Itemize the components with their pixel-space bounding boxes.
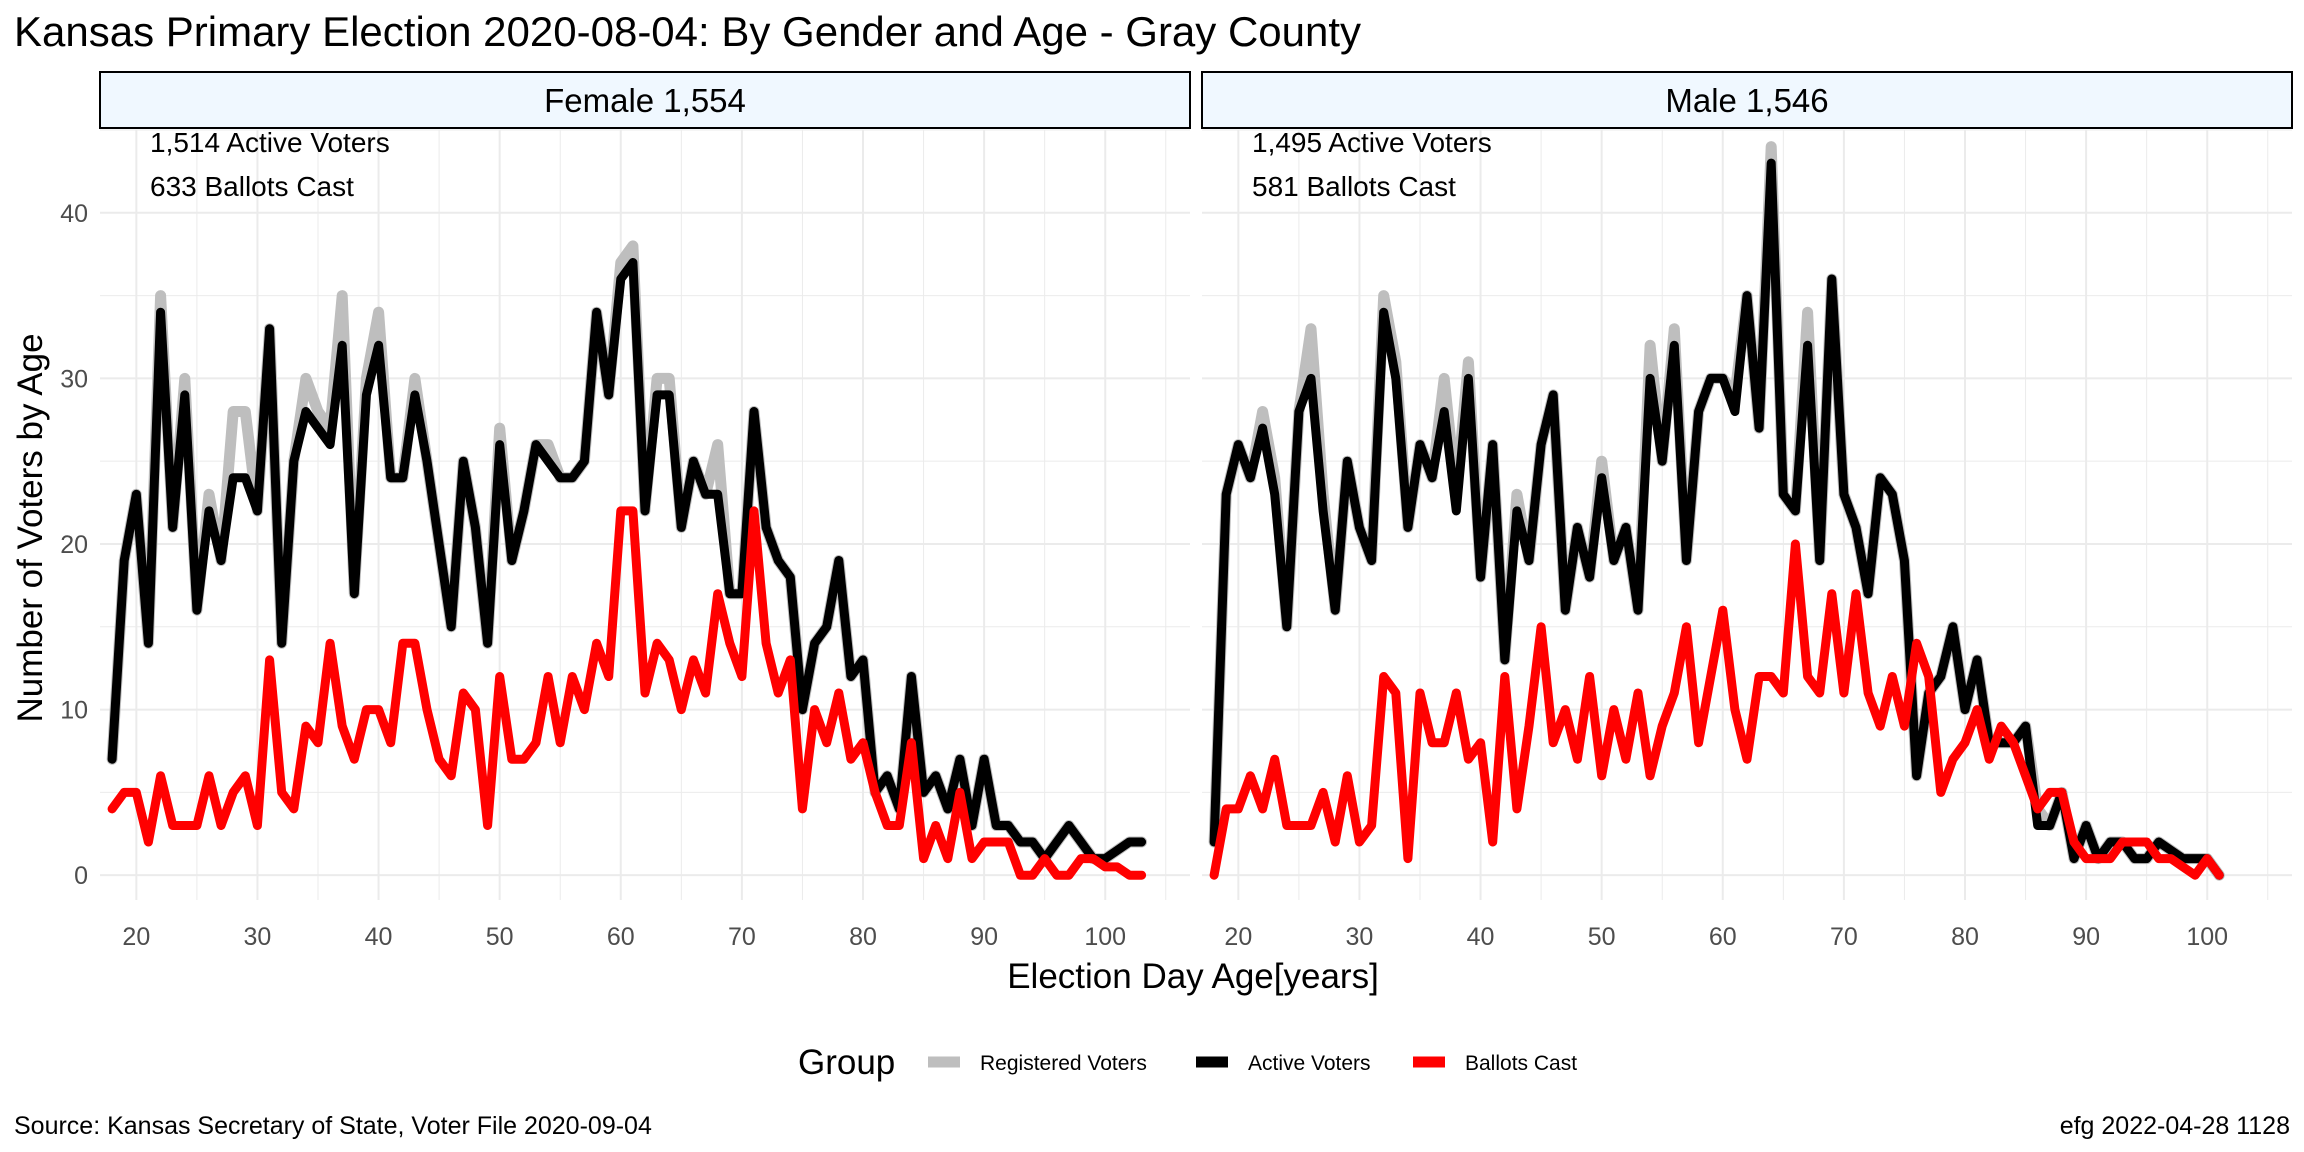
- x-tick-label: 90: [970, 923, 998, 951]
- source-caption: Source: Kansas Secretary of State, Voter…: [14, 1112, 652, 1140]
- facet-label: Female 1,554: [544, 82, 746, 119]
- y-axis-title: Number of Voters by Age: [11, 333, 50, 722]
- x-tick-label: 60: [1709, 923, 1737, 951]
- x-tick-label: 30: [244, 923, 272, 951]
- x-tick-label: 80: [849, 923, 877, 951]
- x-tick-label: 90: [2072, 923, 2100, 951]
- facet-strip: [99, 71, 1191, 129]
- legend-label: Registered Voters: [980, 1052, 1147, 1075]
- x-tick-label: 50: [486, 923, 514, 951]
- credit-caption: efg 2022-04-28 1128: [2060, 1112, 2290, 1140]
- annotation: 1,514 Active Voters: [150, 127, 390, 158]
- series-line-ballots-cast: [107, 506, 1147, 880]
- x-tick-label: 80: [1951, 923, 1979, 951]
- x-tick-label: 100: [1084, 923, 1126, 951]
- y-tick-label: 10: [60, 697, 88, 725]
- x-tick-label: 40: [1467, 923, 1495, 951]
- x-tick-label: 70: [1830, 923, 1858, 951]
- panels: Female 1,554 1,514 Active Voters 633 Ballo…: [60, 71, 2293, 951]
- x-tick-label: 40: [365, 923, 393, 951]
- facet-label: Male 1,546: [1665, 82, 1828, 119]
- y-tick-label: 20: [60, 531, 88, 559]
- panel-male: Male 1,546 1,495 Active Voters 581 Ballots…: [1201, 71, 2293, 951]
- annotation: 1,495 Active Voters: [1252, 127, 1492, 158]
- facet-strip: [1201, 71, 2293, 129]
- x-tick-label: 100: [2186, 923, 2228, 951]
- grid: [1202, 129, 2292, 900]
- legend: Group Registered Voters Active Voters Ballo…: [798, 1043, 1577, 1082]
- x-tick-label: 20: [1224, 923, 1252, 951]
- x-tick-label: 30: [1346, 923, 1374, 951]
- panel-female: Female 1,554 1,514 Active Voters 633 Ballo…: [60, 71, 1191, 951]
- x-tick-label: 70: [728, 923, 756, 951]
- series-line-registered-voters: [1208, 141, 2225, 881]
- y-tick-label: 0: [74, 862, 88, 890]
- chart-title: Kansas Primary Election 2020-08-04: By G…: [14, 8, 1361, 55]
- legend-label: Active Voters: [1248, 1052, 1371, 1075]
- series-line-active-voters: [1209, 158, 2224, 880]
- series-line-ballots-cast: [1209, 539, 2224, 880]
- annotation: 633 Ballots Cast: [150, 171, 354, 202]
- annotation: 581 Ballots Cast: [1252, 171, 1456, 202]
- x-tick-label: 20: [122, 923, 150, 951]
- y-tick-label: 40: [60, 200, 88, 228]
- series-line-active-voters: [107, 258, 1147, 864]
- x-tick-label: 50: [1588, 923, 1616, 951]
- legend-label: Ballots Cast: [1465, 1052, 1577, 1075]
- y-tick-label: 30: [60, 365, 88, 393]
- x-axis-title: Election Day Age[years]: [1007, 957, 1379, 996]
- x-tick-label: 60: [607, 923, 635, 951]
- legend-title: Group: [798, 1043, 895, 1082]
